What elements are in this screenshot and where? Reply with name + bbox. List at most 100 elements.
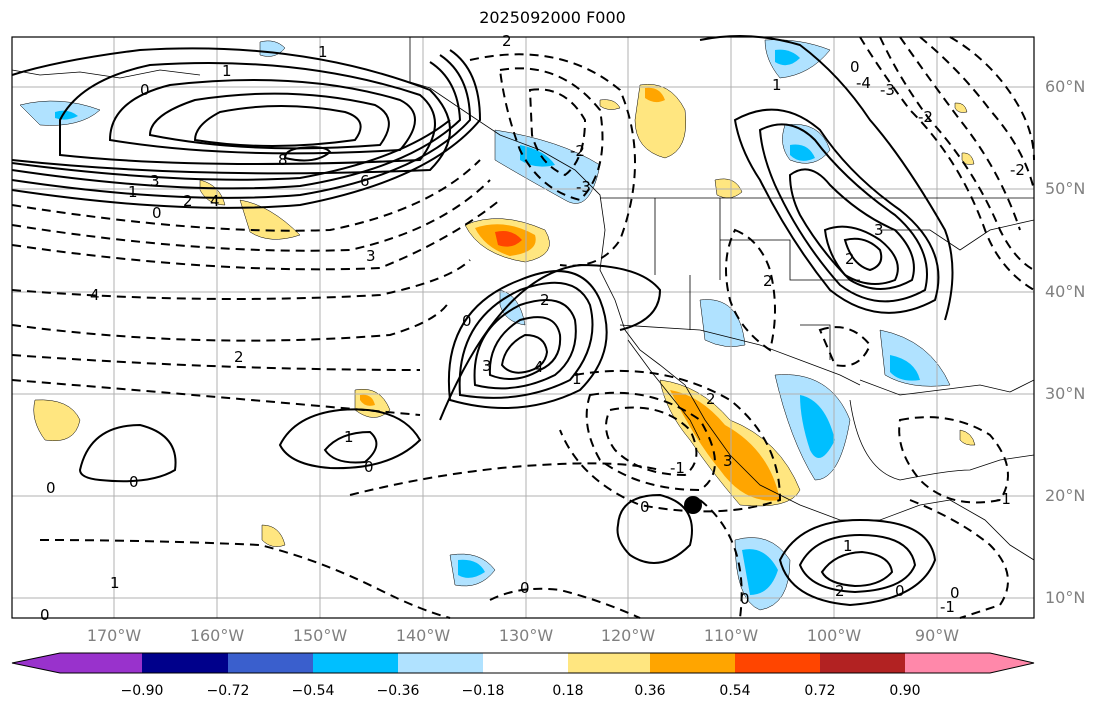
- colorbar-segment: [735, 653, 820, 673]
- contour-line: [11, 354, 421, 371]
- colorbar-tick: −0.90: [120, 683, 164, 699]
- contour-line: [11, 49, 482, 209]
- shade-orange: [714, 178, 743, 199]
- contour-label: 0: [462, 312, 472, 330]
- contour-line: [843, 237, 883, 272]
- contour-label: 0: [46, 479, 56, 497]
- colorbar-tick: 0.72: [804, 683, 836, 699]
- contour-line: [11, 119, 451, 181]
- contour-label: 0: [129, 473, 139, 491]
- contour-label: 4: [534, 358, 544, 376]
- state-lines: [654, 198, 860, 360]
- contour-line: [585, 391, 716, 492]
- contour-label: 1: [128, 183, 138, 201]
- contour-label: 0: [740, 590, 750, 608]
- storm-center-marker: [684, 496, 702, 514]
- contour-label: 0: [40, 606, 50, 624]
- contour-line: [758, 123, 928, 303]
- colorbar-segment: [12, 653, 142, 673]
- contour-label: 0: [152, 204, 162, 222]
- contour-line: [859, 36, 1035, 291]
- contour-line: [11, 259, 471, 300]
- contour-label: -3: [880, 81, 895, 99]
- contour-line: [11, 179, 491, 252]
- colorbar-tick: −0.54: [291, 683, 335, 699]
- contour-line: [469, 53, 636, 267]
- contour-line: [616, 493, 693, 564]
- coastline: [859, 379, 1035, 396]
- contour-label: 0: [520, 579, 530, 597]
- colorbar-segment: [820, 653, 905, 673]
- lon-label: 150°W: [292, 626, 348, 645]
- contour-line: [879, 36, 1035, 271]
- coastline: [11, 69, 201, 79]
- contour-label: 6: [360, 172, 370, 190]
- contour-line: [447, 270, 608, 409]
- contour-label: 4: [210, 192, 220, 210]
- lon-label: 120°W: [600, 626, 656, 645]
- contour-line: [528, 88, 587, 177]
- coastline: [849, 399, 1035, 481]
- contour-line: [559, 369, 782, 513]
- contour-label: 1: [772, 76, 782, 94]
- contour-label: 0: [895, 582, 905, 600]
- contour-line: [919, 36, 1035, 191]
- colorbar-segment: [313, 653, 398, 673]
- contour-label: -1: [940, 598, 955, 616]
- contour-label: 1: [843, 537, 853, 555]
- contour-line: [500, 333, 549, 374]
- contour-line: [11, 54, 472, 199]
- contour-line: [899, 36, 1021, 231]
- contour-line: [488, 316, 562, 380]
- contour-label: 1: [344, 428, 354, 446]
- colorbar-segment: [483, 653, 568, 673]
- lon-label: 100°W: [806, 626, 862, 645]
- contour-label: 0: [950, 584, 960, 602]
- shade-blue: [742, 549, 778, 595]
- colorbar: [11, 652, 1035, 674]
- colorbar-tick: 0.18: [552, 683, 584, 699]
- contour-label: 3: [150, 172, 160, 190]
- contour-label: 3: [723, 452, 733, 470]
- lon-label: 130°W: [498, 626, 554, 645]
- shade-orange: [959, 429, 976, 446]
- contour-line: [349, 462, 661, 496]
- shade-orange: [33, 399, 81, 442]
- shade-blue: [699, 299, 746, 347]
- contour-label: -1: [996, 490, 1011, 508]
- shade-blue: [890, 355, 920, 381]
- colorbar-segment: [398, 653, 483, 673]
- contour-label: 3: [482, 357, 492, 375]
- shading-layer: [19, 39, 976, 611]
- shade-orange: [599, 99, 621, 110]
- lat-label: 20°N: [1045, 486, 1086, 505]
- contour-label: 0: [364, 458, 374, 476]
- contour-line: [818, 326, 872, 367]
- lon-label: 110°W: [703, 626, 759, 645]
- lon-label: 140°W: [395, 626, 451, 645]
- lat-label: 30°N: [1045, 384, 1086, 403]
- contour-line: [323, 430, 378, 464]
- contour-label: 1: [572, 370, 582, 388]
- contour-line: [788, 168, 915, 290]
- coastline: [949, 499, 1035, 561]
- lon-label: 170°W: [86, 626, 142, 645]
- lat-label: 50°N: [1045, 179, 1086, 198]
- contour-label: 1: [110, 574, 120, 592]
- contour-line: [820, 550, 894, 588]
- contour-label: 2: [234, 348, 244, 366]
- graticule: [12, 37, 1034, 618]
- contour-line: [605, 406, 698, 477]
- contour-label: 2: [845, 250, 855, 268]
- colorbar-tick: 0.36: [634, 683, 666, 699]
- shade-orange: [645, 87, 665, 103]
- dashed-contours: [11, 36, 1035, 619]
- colorbar-segment: [650, 653, 735, 673]
- shade-orange: [495, 231, 522, 247]
- contour-label: -2: [1010, 161, 1025, 179]
- shade-blue: [775, 49, 800, 66]
- shade-orange: [261, 524, 286, 547]
- solid-contours: [11, 35, 954, 607]
- contour-line: [11, 61, 462, 190]
